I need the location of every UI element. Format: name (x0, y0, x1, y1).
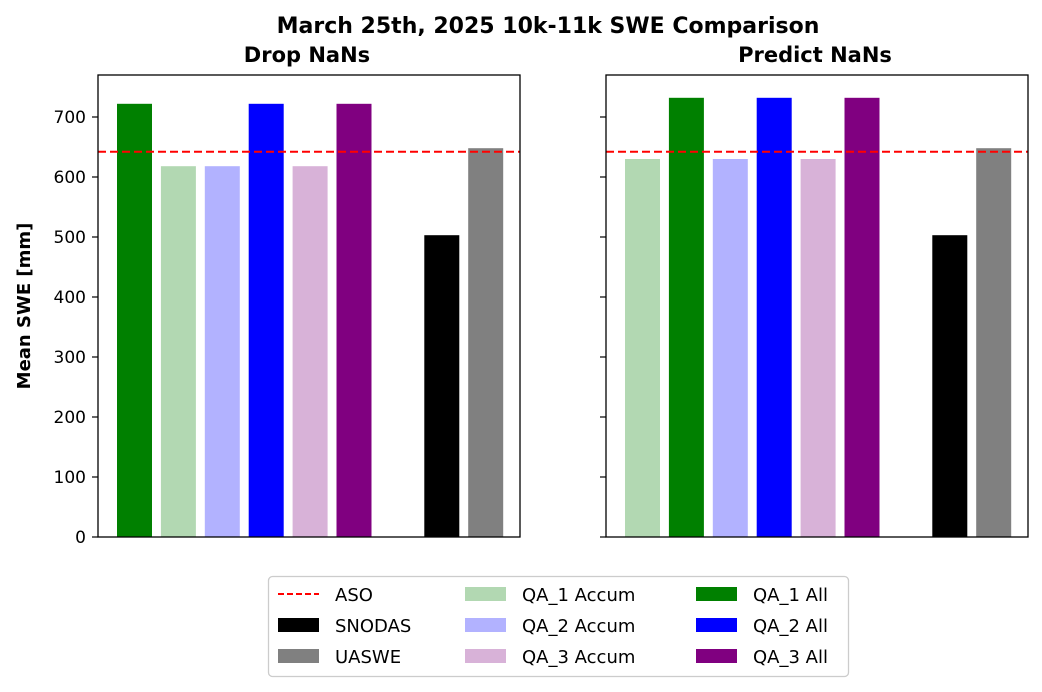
y-tick-label: 500 (54, 228, 86, 248)
legend-label-qa-2-accum: QA_2 Accum (522, 616, 635, 637)
legend-swatch-snodas (278, 618, 319, 632)
y-axis-label: Mean SWE [mm] (14, 223, 35, 390)
legend-label-snodas: SNODAS (335, 616, 411, 637)
bar-qa-2-all (756, 97, 792, 538)
y-tick-label: 200 (54, 408, 86, 428)
legend-label-qa-1-accum: QA_1 Accum (522, 585, 635, 606)
bar-qa-2-all (248, 103, 284, 538)
bar-uaswe (976, 148, 1012, 537)
bar-qa-3-accum (292, 166, 328, 537)
bar-qa-3-accum (800, 159, 836, 537)
axes-frame (97, 74, 521, 538)
bar-snodas (932, 235, 968, 537)
legend-label-qa-3-all: QA_3 All (753, 647, 828, 668)
legend-label-qa-2-all: QA_2 All (753, 616, 828, 637)
figure-title: March 25th, 2025 10k-11k SWE Comparison (277, 14, 820, 39)
legend-swatch-qa-1-accum (465, 587, 506, 601)
legend: ASO SNODAS UASWE QA_1 Accum QA_2 Accum QA_3 A… (267, 575, 850, 678)
y-tick-label: 0 (75, 528, 86, 548)
legend-swatch-qa-3-all (696, 649, 737, 663)
bar-qa-1-accum (160, 166, 196, 537)
legend-label-qa-1-all: QA_1 All (753, 585, 828, 606)
bar-qa-2-accum (712, 159, 748, 537)
chart-panel-2: Predict NaNs (600, 43, 1029, 538)
bar-qa-3-all (336, 103, 372, 538)
bar-qa-1-accum (625, 159, 660, 537)
legend-label-uaswe: UASWE (335, 647, 401, 668)
bar-qa-3-all (844, 97, 880, 538)
axes-frame (605, 74, 1029, 538)
y-tick-label: 100 (54, 468, 86, 488)
y-tick-label: 300 (54, 348, 86, 368)
bar-qa-1-all (668, 97, 704, 538)
y-tick-label: 700 (54, 108, 86, 128)
legend-label-qa-3-accum: QA_3 Accum (522, 647, 635, 668)
legend-label-aso: ASO (335, 585, 373, 606)
chart-panel-1: 0 100 200 300 400 500 600 700 Drop NaNs Mean SWE … (14, 43, 521, 548)
panel-title: Drop NaNs (244, 43, 370, 67)
bar-uaswe (468, 148, 504, 537)
bar-qa-1-all (117, 103, 152, 538)
legend-swatch-qa-3-accum (465, 649, 506, 663)
panel-title: Predict NaNs (738, 43, 892, 67)
legend-swatch-qa-2-all (696, 618, 737, 632)
bar-snodas (424, 235, 460, 537)
y-tick-label: 600 (54, 168, 86, 188)
legend-swatch-qa-1-all (696, 587, 737, 601)
legend-swatch-qa-2-accum (465, 618, 506, 632)
bar-qa-2-accum (204, 166, 240, 537)
y-tick-label: 400 (54, 288, 86, 308)
legend-swatch-uaswe (278, 649, 319, 663)
